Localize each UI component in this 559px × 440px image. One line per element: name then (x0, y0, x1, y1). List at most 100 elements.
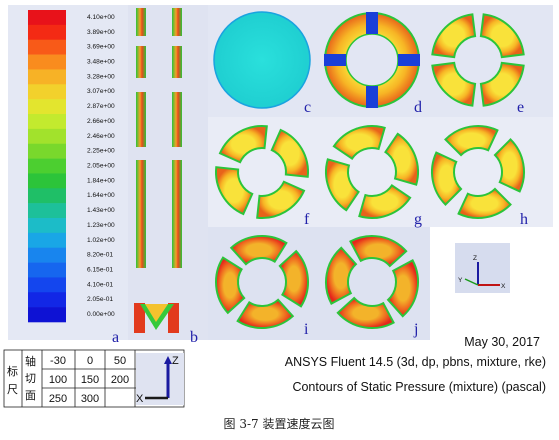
table-row-header-1: 标 (7, 364, 18, 378)
colorbar-tick-label: 4.10e+00 (87, 14, 115, 21)
panel-c-disc (213, 11, 311, 109)
axes-triad-small: Z X Y (458, 255, 506, 290)
ring-segment (278, 249, 309, 308)
ring-segment (325, 158, 360, 212)
colorbar-swatch (28, 292, 66, 308)
panel-b-bars (136, 8, 182, 268)
label-d: d (414, 99, 422, 116)
colorbar-swatch (28, 247, 66, 263)
ring-segment (332, 125, 386, 160)
label-c: c (304, 99, 311, 116)
colorbar-tick-label: 3.89e+00 (87, 29, 115, 36)
colorbar-swatch (28, 173, 66, 189)
ring-segment (336, 296, 395, 329)
colorbar-tick-label: 2.25e+00 (87, 148, 115, 155)
triad-small-z: Z (473, 255, 477, 262)
colorbar-tick-label: 1.02e+00 (87, 237, 115, 244)
ring-segment (479, 13, 525, 59)
table-cell: -30 (50, 355, 66, 367)
ring-segment (431, 61, 477, 107)
ring-panel-j (325, 235, 419, 329)
colorbar-swatch (28, 69, 66, 85)
table-cell: 100 (49, 374, 67, 386)
ring-segment (236, 298, 295, 329)
colorbar-swatch (28, 232, 66, 249)
colorbar-tick-label: 2.05e+00 (87, 162, 115, 169)
ring-panels (215, 13, 525, 329)
colorbar-swatch (28, 54, 66, 70)
label-i: i (304, 321, 309, 338)
label-j: j (413, 321, 418, 338)
ring-segment (229, 235, 288, 266)
table-cell: 150 (81, 374, 99, 386)
colorbar-swatch (28, 277, 66, 293)
ring-segment (444, 125, 499, 157)
label-a: a (112, 329, 119, 346)
ring-segment (215, 256, 246, 315)
panel-bg-a (8, 5, 128, 340)
triad-large-z: Z (172, 355, 179, 367)
colorbar-tick-label: 2.05e-01 (87, 296, 113, 303)
colorbar-tick-label: 3.48e+00 (87, 58, 115, 65)
colorbar-tick-label: 3.07e+00 (87, 88, 115, 95)
colorbar: 4.10e+00 3.89e+00 3.69e+00 3.48e+00 3.28e+00… (28, 10, 115, 323)
colorbar-swatch (28, 158, 66, 174)
ring-segment (215, 166, 254, 216)
label-b: b (190, 329, 198, 346)
colorbar-swatch (28, 218, 66, 234)
triad-small-y: Y (458, 277, 463, 284)
table-cell: 250 (49, 393, 67, 405)
colorbar-tick-label: 2.46e+00 (87, 133, 115, 140)
colorbar-swatch (28, 39, 66, 55)
ring-segment (431, 13, 477, 59)
table-cell: 0 (87, 355, 93, 367)
table-col-header-3: 面 (25, 389, 36, 402)
panel-d-ring (324, 12, 420, 108)
table-cell: 200 (111, 374, 129, 386)
ring-segment (218, 125, 268, 164)
ring-segment (325, 246, 358, 305)
ring-segment (431, 151, 463, 206)
figure-caption: 图 3-7 装置速度云图 (224, 416, 335, 431)
table-cell: 300 (81, 393, 99, 405)
panel-a-shape (134, 303, 179, 333)
colorbar-tick-label: 2.87e+00 (87, 103, 115, 110)
table-cell: 50 (114, 355, 126, 367)
ring-segment (493, 138, 525, 193)
triad-small-x: X (501, 283, 506, 290)
ring-segment (358, 184, 412, 219)
colorbar-tick-label: 2.66e+00 (87, 118, 115, 125)
ring-panel-f (215, 125, 309, 219)
colorbar-swatch (28, 307, 66, 323)
ring-segment (479, 61, 525, 107)
ring-segment (384, 132, 419, 186)
colorbar-tick-label: 3.69e+00 (87, 44, 115, 51)
ring-segment (386, 259, 419, 318)
software-text: ANSYS Fluent 14.5 (3d, dp, pbns, mixture… (285, 355, 546, 369)
colorbar-tick-label: 4.10e-01 (87, 281, 113, 288)
date-text: May 30, 2017 (464, 335, 540, 349)
table-row-header-2: 尺 (7, 383, 18, 396)
colorbar-swatch (28, 84, 66, 100)
ring-panel-g (325, 125, 419, 219)
colorbar-swatch (28, 10, 66, 26)
colorbar-swatch (28, 203, 66, 219)
colorbar-tick-label: 1.64e+00 (87, 192, 115, 199)
contour-text: Contours of Static Pressure (mixture) (p… (292, 380, 546, 394)
triad-large-x: X (136, 393, 144, 405)
colorbar-tick-label: 6.15e-01 (87, 266, 113, 273)
colorbar-tick-label: 8.20e-01 (87, 252, 113, 259)
ring-segment (270, 128, 309, 178)
label-e: e (517, 99, 524, 116)
ring-segment (457, 187, 512, 219)
colorbar-swatch (28, 143, 66, 159)
colorbar-swatch (28, 114, 66, 130)
colorbar-tick-label: 3.28e+00 (87, 73, 115, 80)
axes-triad-large: Z X (136, 353, 184, 405)
table-col-header-2: 切 (25, 372, 36, 385)
label-h: h (520, 211, 528, 228)
colorbar-tick-label: 0.00e+00 (87, 311, 115, 318)
ring-panel-e (431, 13, 525, 107)
ring-panel-i (215, 235, 309, 329)
